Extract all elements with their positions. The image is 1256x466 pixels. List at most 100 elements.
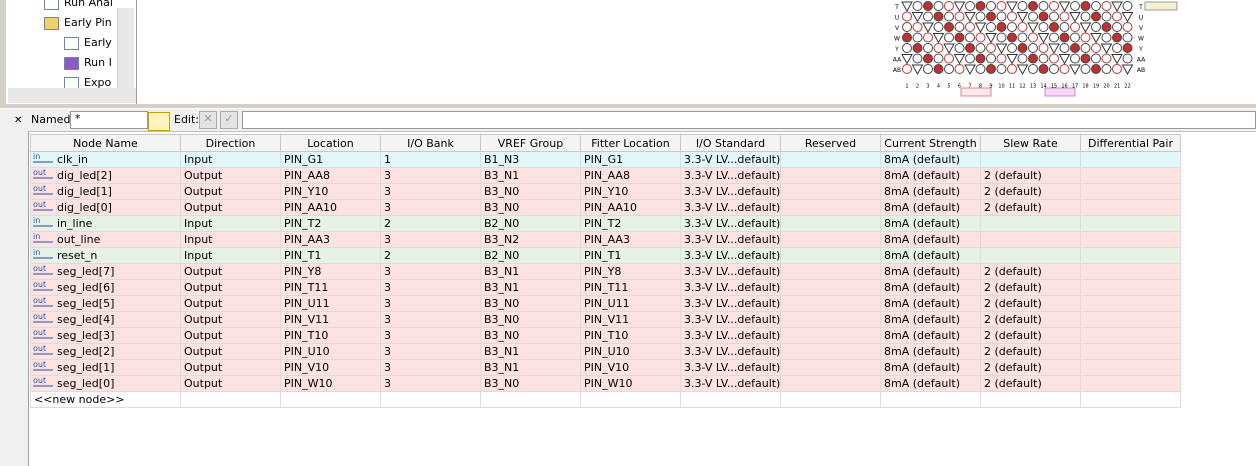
table-row[interactable]: in out_line Input PIN_AA3 3 B3_N2 PIN_AA3 3.3-V…: [30, 231, 1181, 248]
column-header[interactable]: I/O Standard: [680, 134, 781, 152]
column-header[interactable]: Location: [280, 134, 381, 152]
cell-text: 3.3-V LV...default): [684, 329, 781, 342]
table-cell: out dig_led[1]: [30, 183, 181, 200]
cell-text: 8mA (default): [884, 201, 961, 214]
table-cell: [780, 231, 881, 248]
pin: [1080, 11, 1091, 22]
cell-text: 3.3-V LV...default): [684, 185, 781, 198]
table-cell: PIN_AA10: [580, 199, 681, 216]
pin-row-label: AB: [1137, 67, 1145, 74]
tree-item[interactable]: Run Anal: [44, 0, 113, 10]
table-cell: [1080, 199, 1181, 216]
table-cell: 2 (default): [980, 199, 1081, 216]
table-cell: Output: [180, 183, 281, 200]
new-row[interactable]: <<new node>>: [30, 391, 1181, 408]
accept-button[interactable]: ✓: [220, 111, 238, 129]
pin: [902, 43, 912, 53]
cell-text: 3.3-V LV...default): [684, 265, 781, 278]
table-cell: 3.3-V LV...default): [680, 183, 781, 200]
pin: [954, 64, 965, 74]
pin: [1091, 53, 1101, 64]
pin: [1037, 33, 1050, 44]
table-cell: 2: [380, 247, 481, 264]
table-row[interactable]: out seg_led[7] Output PIN_Y8 3 B3_N1 PIN_Y8 3.3…: [30, 263, 1181, 280]
cell-text: 3.3-V LV...default): [684, 201, 781, 214]
tree-item[interactable]: Early Pin: [44, 16, 112, 30]
tree-item[interactable]: Run I: [64, 56, 112, 70]
table-cell: [780, 295, 881, 312]
scrollbar[interactable]: [117, 8, 134, 88]
cell-text: 3.3-V LV...default): [684, 281, 781, 294]
table-row[interactable]: in in_line Input PIN_T2 2 B2_N0 PIN_T2 3.3-V LV…: [30, 215, 1181, 232]
cell-text: 8mA (default): [884, 153, 961, 166]
cell-text: 3: [384, 265, 391, 278]
cell-text: PIN_V10: [284, 361, 330, 374]
column-header[interactable]: Slew Rate: [980, 134, 1081, 152]
column-header[interactable]: Differential Pair: [1080, 134, 1181, 152]
pin: [1007, 22, 1017, 32]
cell-text: B2_N0: [484, 249, 520, 262]
table-row[interactable]: out seg_led[0] Output PIN_W10 3 B3_N0 PIN_W10 3…: [30, 375, 1181, 392]
pin: [1059, 64, 1070, 74]
pin-row-label: AB: [893, 67, 901, 74]
table-cell: B3_N1: [480, 279, 581, 296]
pin: [986, 43, 996, 53]
table-row[interactable]: out seg_led[5] Output PIN_U11 3 B3_N0 PIN_U11 3…: [30, 295, 1181, 312]
table-row[interactable]: out dig_led[2] Output PIN_AA8 3 B3_N1 PIN_AA8 3…: [30, 167, 1181, 184]
table-cell: PIN_Y8: [280, 263, 381, 280]
table-cell: [380, 391, 481, 408]
table-cell: B1_N3: [480, 151, 581, 168]
pin: [912, 32, 923, 43]
column-header[interactable]: Fitter Location: [580, 134, 681, 152]
pin: [1028, 53, 1038, 64]
table-row[interactable]: out seg_led[6] Output PIN_T11 3 B3_N1 PIN_T11 3…: [30, 279, 1181, 296]
table-row[interactable]: out seg_led[2] Output PIN_U10 3 B3_N1 PIN_U10 3…: [30, 343, 1181, 360]
edit-input[interactable]: [242, 111, 1256, 129]
table-cell: 2 (default): [980, 183, 1081, 200]
column-header[interactable]: Node Name: [30, 134, 181, 152]
table-cell: PIN_V11: [580, 311, 681, 328]
table-row[interactable]: out seg_led[1] Output PIN_V10 3 B3_N1 PIN_V10 3…: [30, 359, 1181, 376]
table-row[interactable]: out seg_led[4] Output PIN_V11 3 B3_N0 PIN_V11 3…: [30, 311, 1181, 328]
table-cell: 8mA (default): [880, 215, 981, 232]
direction-icon: in: [33, 153, 53, 163]
column-header[interactable]: I/O Bank: [380, 134, 481, 152]
table-cell: 2 (default): [980, 167, 1081, 184]
apply-button[interactable]: [148, 112, 170, 131]
h-scrollbar[interactable]: [8, 88, 136, 103]
table-row[interactable]: out dig_led[0] Output PIN_AA10 3 B3_N0 PIN_AA1…: [30, 199, 1181, 216]
table-cell: PIN_AA8: [580, 167, 681, 184]
pin: [1101, 1, 1112, 11]
column-header[interactable]: VREF Group: [480, 134, 581, 152]
table-row[interactable]: out dig_led[1] Output PIN_Y10 3 B3_N0 PIN_Y10 3…: [30, 183, 1181, 200]
cell-text: B1_N3: [484, 153, 520, 166]
pin: [911, 12, 924, 23]
pin: [1007, 32, 1017, 43]
pin: [1122, 32, 1133, 43]
table-row[interactable]: in clk_in Input PIN_G1 1 B1_N3 PIN_G1 3.3-V LV.…: [30, 151, 1181, 168]
table-cell: 3.3-V LV...default): [680, 295, 781, 312]
pin-col-label: 15: [1051, 84, 1057, 90]
pin: [944, 22, 954, 32]
column-header[interactable]: Reserved: [780, 134, 881, 152]
table-cell: B3_N0: [480, 327, 581, 344]
table-cell: 8mA (default): [880, 311, 981, 328]
column-header[interactable]: Direction: [180, 134, 281, 152]
named-input[interactable]: *: [70, 111, 148, 129]
pin-row-label: T: [1138, 4, 1143, 11]
column-header[interactable]: Current Strength: [880, 134, 981, 152]
cancel-button[interactable]: ✕: [199, 111, 217, 129]
table-cell: [1080, 231, 1181, 248]
cell-text: seg_led[4]: [57, 313, 115, 326]
close-button[interactable]: ✕: [14, 115, 23, 126]
table-cell: Output: [180, 295, 281, 312]
pin: [1112, 11, 1122, 22]
pin-row-label: AA: [893, 57, 902, 64]
cell-text: 3: [384, 233, 391, 246]
table-row[interactable]: in reset_n Input PIN_T1 2 B2_N0 PIN_T1 3.3-V LV…: [30, 247, 1181, 264]
table-row[interactable]: out seg_led[3] Output PIN_T10 3 B3_N0 PIN_T10 3…: [30, 327, 1181, 344]
table-cell: [1080, 359, 1181, 376]
cell-text: 8mA (default): [884, 265, 961, 278]
tree-item[interactable]: Early: [64, 36, 112, 50]
cell-text: PIN_AA10: [584, 201, 637, 214]
